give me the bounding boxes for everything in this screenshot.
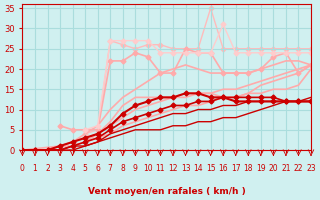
- X-axis label: Vent moyen/en rafales ( km/h ): Vent moyen/en rafales ( km/h ): [88, 187, 246, 196]
